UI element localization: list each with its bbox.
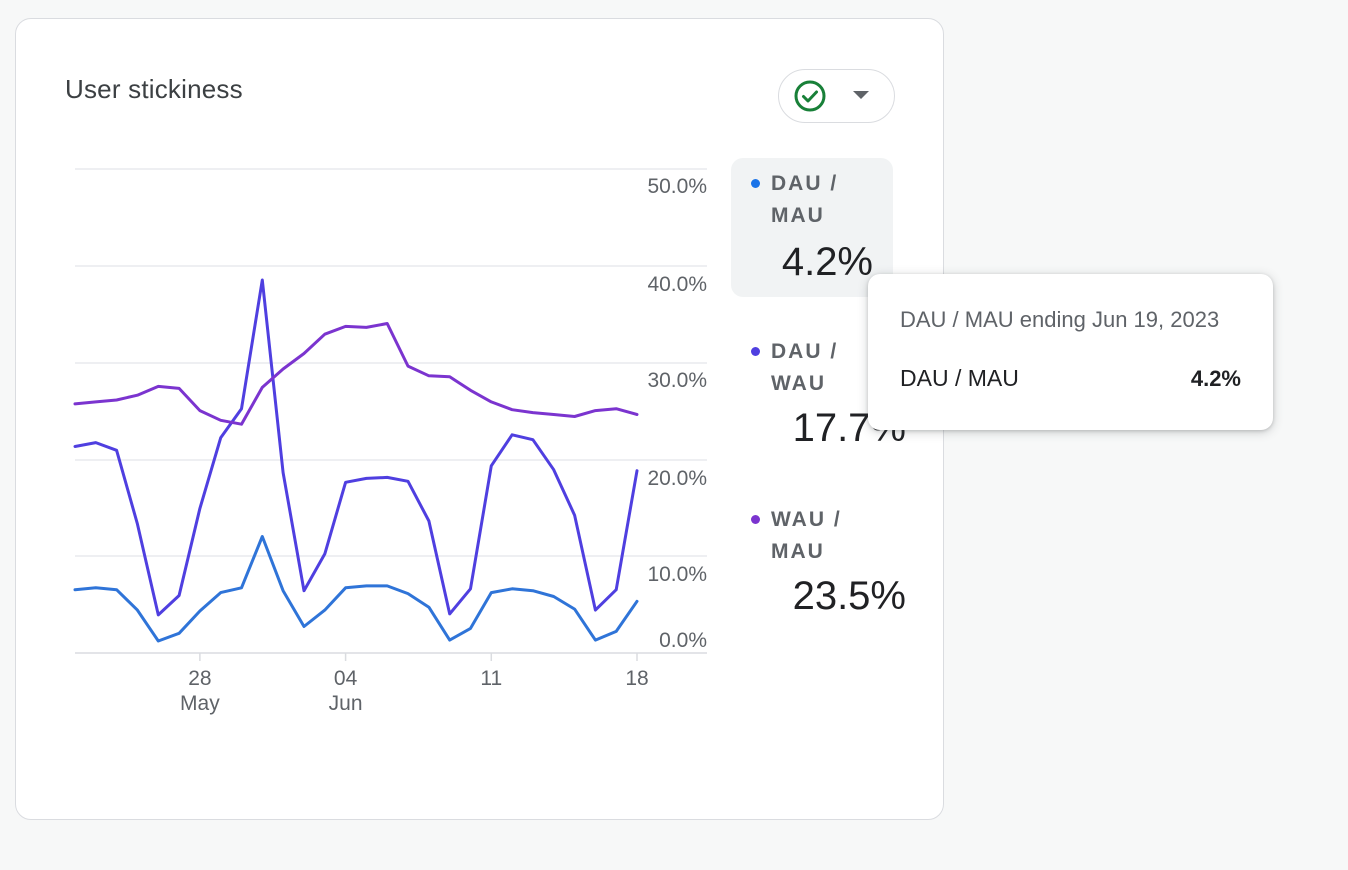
y-tick-label: 10.0% [647,563,707,586]
check-circle-icon [794,80,826,112]
x-tick-month-label: Jun [329,692,363,715]
status-dropdown[interactable] [778,69,895,123]
legend-label-dau-wau: DAU / WAU [771,340,839,395]
x-tick-label: 04 [334,667,358,690]
x-tick-label: 18 [625,667,648,690]
card-title: User stickiness [65,74,243,104]
chart-tooltip: DAU / MAU ending Jun 19, 2023 DAU / MAU … [868,274,1273,430]
y-tick-label: 0.0% [659,629,707,652]
tooltip-title: DAU / MAU ending Jun 19, 2023 [900,307,1220,332]
legend-dot-dau-wau [751,347,760,356]
legend-value-wau-mau: 23.5% [792,574,906,618]
legend-label-dau-mau: DAU / MAU [771,172,839,227]
legend-dot-dau-mau [751,179,760,188]
tooltip-metric-label: DAU / MAU [900,365,1019,391]
x-tick-label: 11 [480,667,502,690]
y-tick-label: 30.0% [647,369,707,392]
legend-label-wau-mau: WAU / MAU [771,508,842,563]
tooltip-metric-value: 4.2% [1190,366,1241,391]
y-tick-label: 40.0% [647,273,707,296]
series-line-wau-mau [73,322,639,426]
user-stickiness-card: User stickiness [15,18,944,820]
series-line-dau-mau [73,535,639,643]
x-tick-label: 28 [188,667,211,690]
y-tick-label: 20.0% [647,467,707,490]
caret-down-icon [853,91,869,99]
legend-value-dau-mau: 4.2% [781,240,873,284]
legend-dot-wau-mau [751,515,760,524]
x-tick-month-label: May [180,692,220,715]
legend-item-dau-mau[interactable]: DAU / MAU 4.2% [731,158,893,297]
y-tick-label: 50.0% [647,175,707,198]
series-line-dau-wau [73,278,639,617]
legend-item-wau-mau[interactable]: WAU / MAU 23.5% [731,494,906,624]
